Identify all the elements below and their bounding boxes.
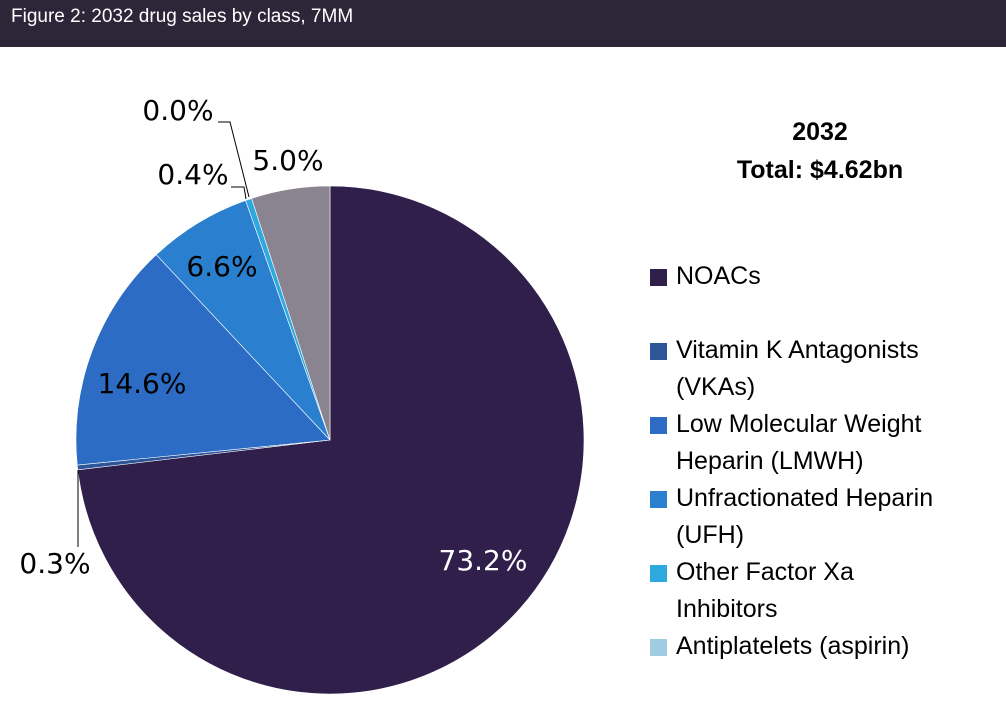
legend-item-other-xa: Other Factor Xa Inhibitors <box>650 554 906 628</box>
legend-swatch <box>650 343 667 360</box>
legend-label: Vitamin K Antagonists (VKAs) <box>676 336 919 401</box>
legend-swatch <box>650 417 667 434</box>
total-annotation: 2032 Total: $4.62bn <box>700 113 940 189</box>
data-label: 14.6% <box>98 367 187 400</box>
data-label: 0.4% <box>157 158 228 191</box>
legend: NOACs Vitamin K Antagonists (VKAs) Low M… <box>650 258 1000 665</box>
data-label: 0.0% <box>142 94 213 127</box>
leader-line <box>218 121 250 198</box>
pie-slice <box>75 254 331 466</box>
legend-swatch <box>650 491 667 508</box>
total-label: Total: $4.62bn <box>736 156 904 184</box>
legend-label: Other Factor Xa Inhibitors <box>676 558 854 623</box>
data-label: 5.0% <box>252 144 323 177</box>
leader-line <box>231 186 247 200</box>
figure-title-bar: Figure 2: 2032 drug sales by class, 7MM <box>0 0 1006 47</box>
legend-item-vkas: Vitamin K Antagonists (VKAs) <box>650 332 976 406</box>
figure-title: Figure 2: 2032 drug sales by class, 7MM <box>11 6 354 27</box>
legend-swatch <box>650 565 667 582</box>
legend-label: Unfractionated Heparin (UFH) <box>676 484 934 549</box>
legend-item-ufh: Unfractionated Heparin (UFH) <box>650 480 996 554</box>
legend-label: Low Molecular Weight Heparin (LMWH) <box>676 410 922 475</box>
pie-slice <box>251 185 331 441</box>
legend-item-noacs: NOACs <box>650 258 1000 295</box>
legend-label: NOACs <box>676 262 761 290</box>
pie-slice <box>77 185 585 695</box>
year-label: 2032 <box>792 118 848 146</box>
legend-swatch <box>650 269 667 286</box>
legend-label: Antiplatelets (aspirin) <box>676 632 910 660</box>
legend-item-antiplatelets: Antiplatelets (aspirin) <box>650 628 1000 665</box>
data-label: 73.2% <box>439 544 528 577</box>
data-label: 0.3% <box>19 547 90 580</box>
legend-item-lmwh: Low Molecular Weight Heparin (LMWH) <box>650 406 976 480</box>
data-label: 6.6% <box>186 250 257 283</box>
legend-swatch <box>650 639 667 656</box>
